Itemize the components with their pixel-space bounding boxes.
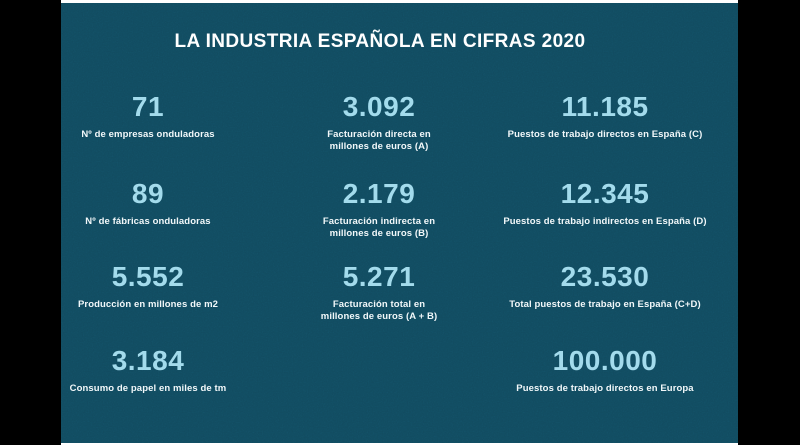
stat-value: 12.345 [560,178,650,209]
stat-value: 89 [131,178,165,209]
letterbox-right [738,0,800,445]
stat-value: 11.185 [561,91,649,122]
stat-facturacion-indirecta: 2.179 Facturación indirecta en millones … [259,179,499,239]
stat-value: 23.530 [560,261,650,292]
stat-value: 71 [131,91,165,122]
stat-facturacion-directa: 3.092 Facturación directa en millones de… [259,92,499,152]
stat-fabricas-onduladoras: 89 Nº de fábricas onduladoras [28,179,268,228]
stat-produccion: 5.552 Producción en millones de m2 [28,262,268,311]
stat-facturacion-total: 5.271 Facturación total en millones de e… [259,262,499,322]
stat-label: Puestos de trabajo indirectos en España … [503,216,707,227]
stat-label: Total puestos de trabajo en España (C+D) [509,299,701,310]
stat-trabajo-directos-espana: 11.185 Puestos de trabajo directos en Es… [485,92,725,141]
stat-consumo-papel: 3.184 Consumo de papel en miles de tm [28,346,268,395]
stat-label: Nº de fábricas onduladoras [85,216,211,227]
infographic-title: LA INDUSTRIA ESPAÑOLA EN CIFRAS 2020 [174,31,586,52]
stat-label: Facturación indirecta en millones de eur… [322,216,436,239]
stat-label: Producción en millones de m2 [77,299,219,310]
stat-label: Consumo de papel en miles de tm [69,383,227,394]
top-border [61,0,738,3]
stat-value: 5.552 [111,261,185,292]
stat-value: 2.179 [342,178,416,209]
bottom-border [61,443,738,445]
stat-value: 5.271 [342,261,416,292]
stat-trabajo-indirectos-espana: 12.345 Puestos de trabajo indirectos en … [485,179,725,228]
stat-label: Puestos de trabajo directos en Europa [516,383,694,394]
paper-texture [61,0,738,445]
stat-label: Facturación directa en millones de euros… [327,129,431,152]
stat-value: 3.184 [111,345,185,376]
stat-empresas-onduladoras: 71 Nº de empresas onduladoras [28,92,268,141]
stat-trabajo-total-espana: 23.530 Total puestos de trabajo en Españ… [485,262,725,311]
letterbox-left [0,0,61,445]
stat-label: Puestos de trabajo directos en España (C… [507,129,703,140]
stat-label: Facturación total en millones de euros (… [320,299,438,322]
stat-value: 3.092 [342,91,416,122]
stat-label: Nº de empresas onduladoras [81,129,215,140]
stat-trabajo-directos-europa: 100.000 Puestos de trabajo directos en E… [485,346,725,395]
stat-value: 100.000 [552,345,658,376]
infographic-background [61,0,738,445]
